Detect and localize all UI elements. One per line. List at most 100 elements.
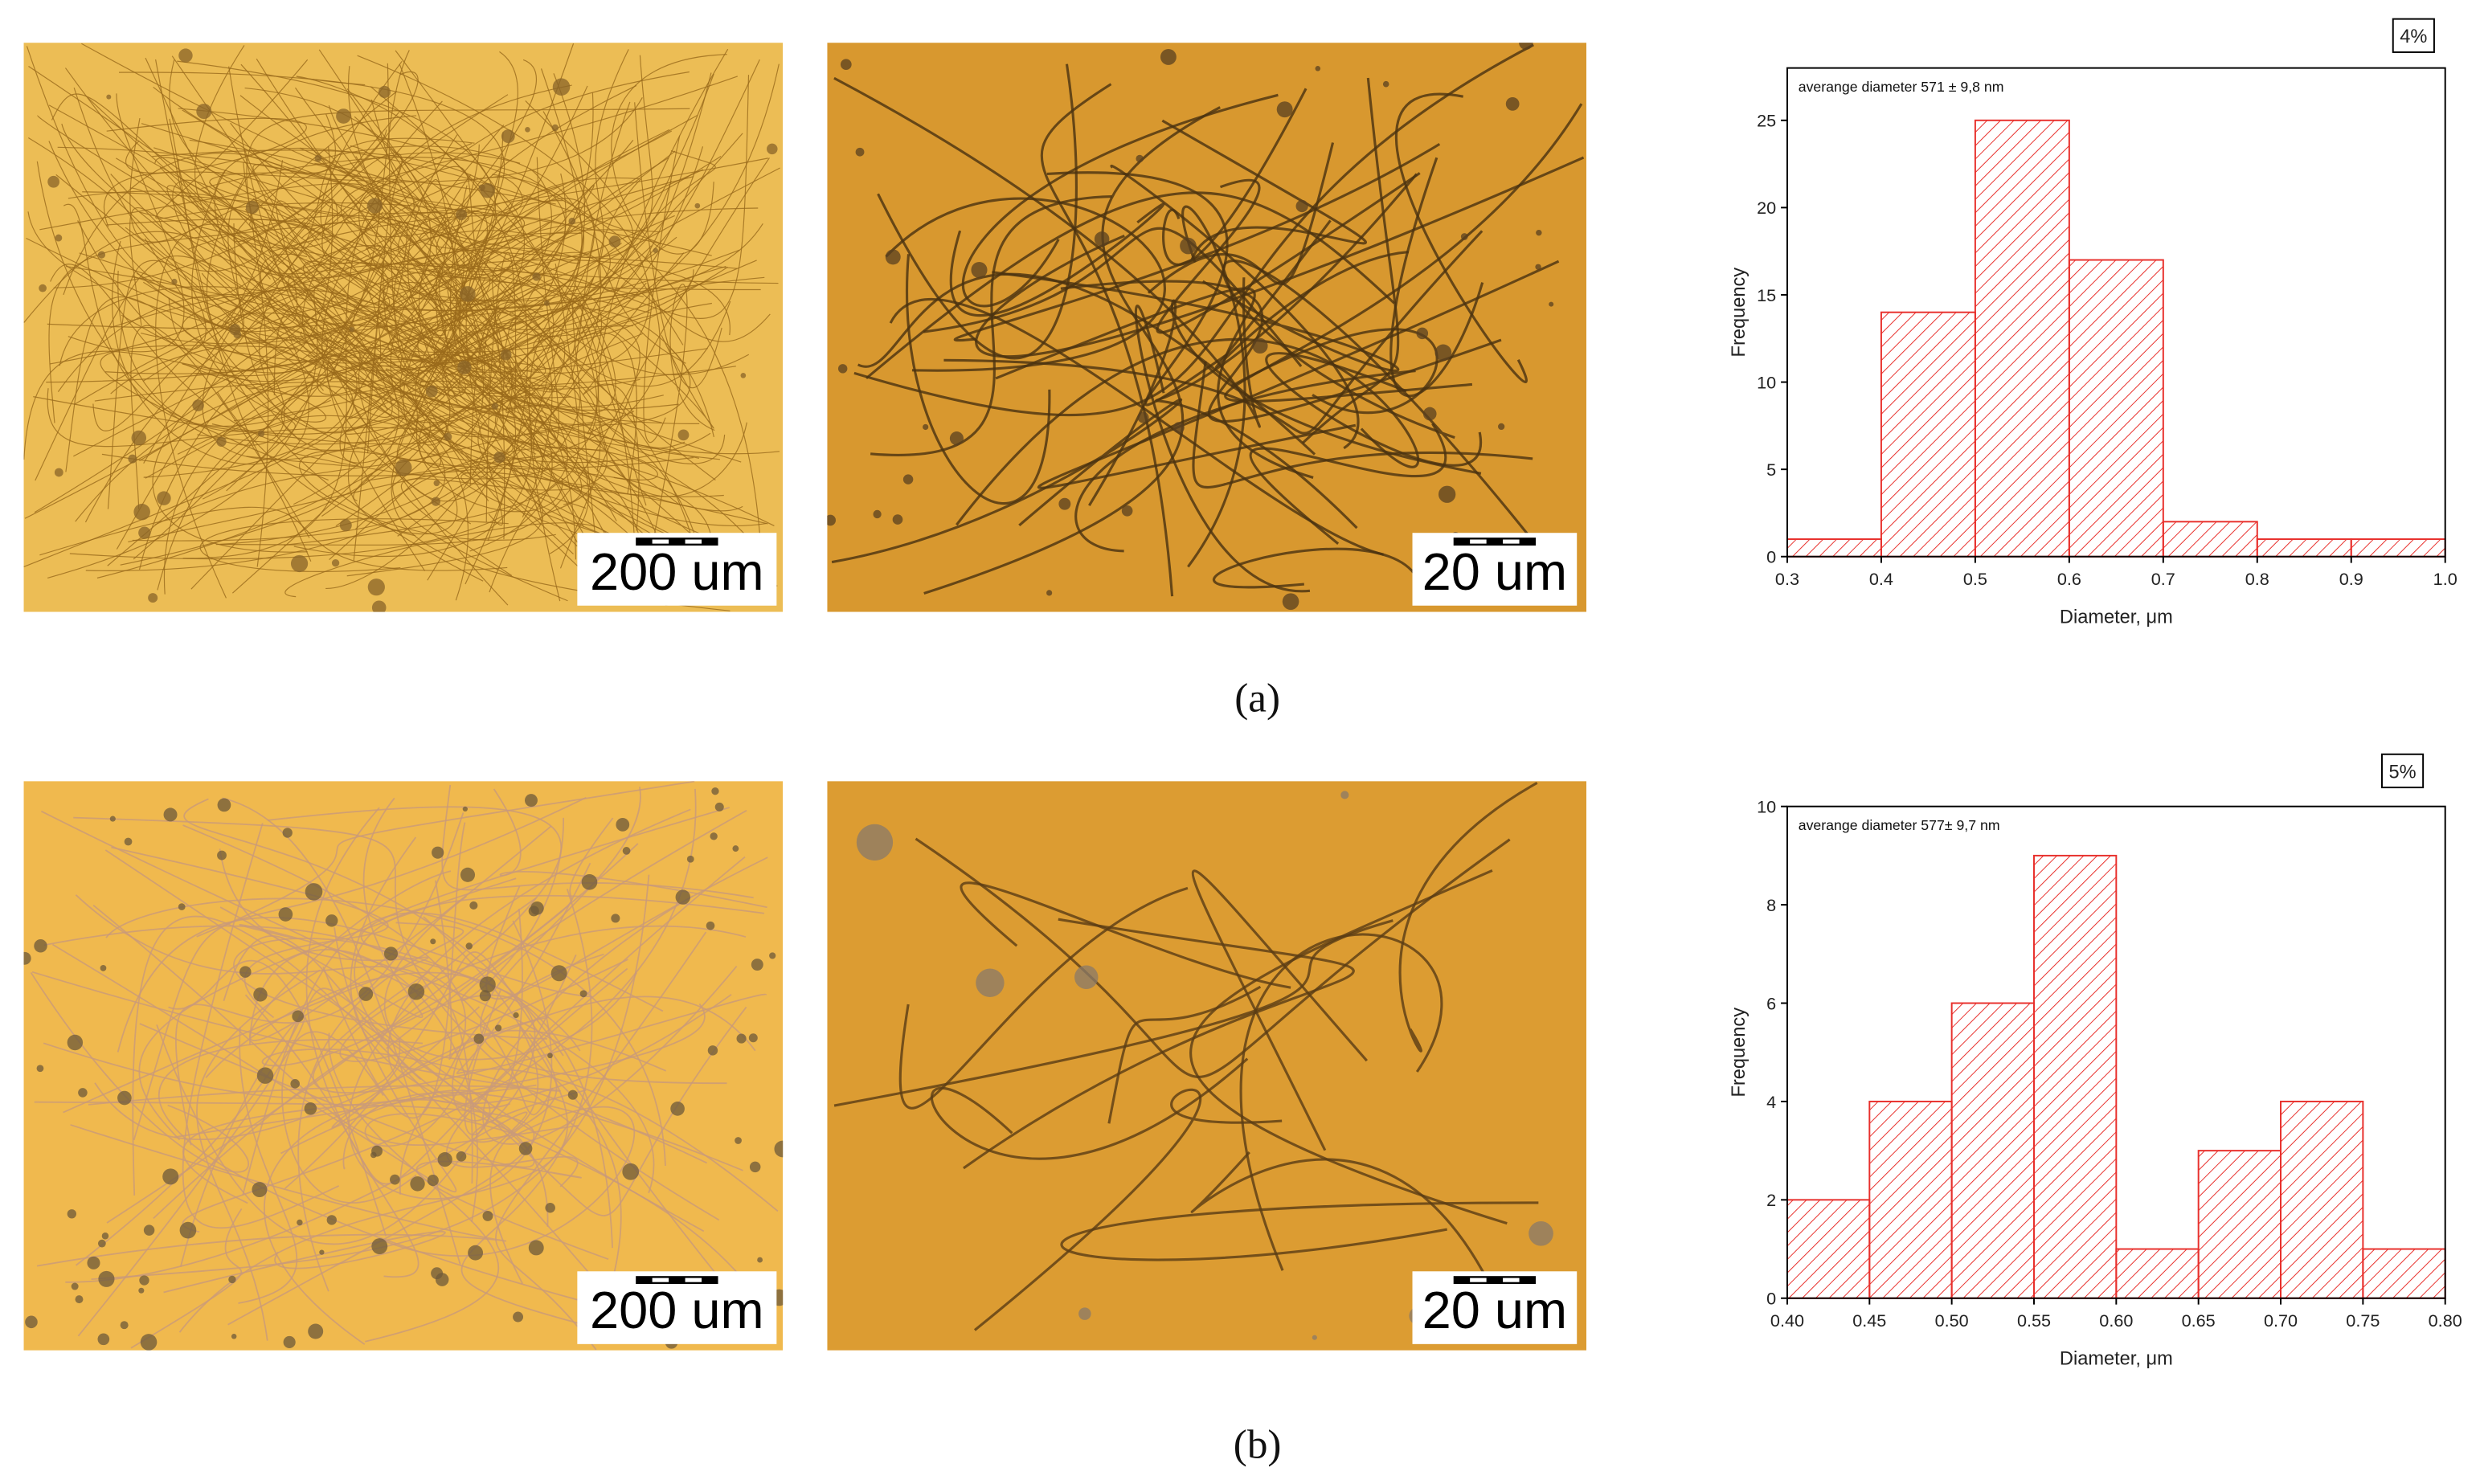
fiber xyxy=(1389,157,1484,398)
bead xyxy=(1529,1220,1553,1246)
bead xyxy=(109,816,116,822)
tag-box xyxy=(2380,753,2425,789)
fiber xyxy=(1192,361,1533,489)
bead xyxy=(735,1137,742,1144)
fiber xyxy=(94,995,756,1140)
fiber xyxy=(1181,205,1246,568)
bead xyxy=(469,901,478,910)
bead xyxy=(757,1257,763,1263)
bead xyxy=(304,1102,317,1115)
fiber xyxy=(133,221,401,560)
y-tick-label: 6 xyxy=(1766,993,1776,1013)
micrograph-background xyxy=(23,781,784,1351)
bead xyxy=(196,104,212,120)
fiber xyxy=(75,894,473,1184)
fiber xyxy=(63,203,331,427)
bead xyxy=(140,1334,158,1351)
bead xyxy=(1536,229,1542,236)
y-axis-label: Frequency xyxy=(1729,1008,1750,1098)
bead xyxy=(371,1238,388,1255)
fiber xyxy=(1060,280,1502,423)
bead xyxy=(47,175,60,188)
fiber xyxy=(943,230,1483,435)
tag-box xyxy=(2392,18,2435,53)
fiber xyxy=(1398,782,1538,1053)
bead xyxy=(1282,593,1299,610)
x-tick-label: 0.4 xyxy=(1869,569,1893,589)
scale-bar-label: 20 um xyxy=(1422,542,1567,601)
y-tick-label: 8 xyxy=(1766,895,1776,915)
bead xyxy=(456,209,468,221)
bead xyxy=(611,914,620,923)
bead xyxy=(282,828,293,838)
fiber xyxy=(168,959,387,1237)
fiber xyxy=(49,137,475,365)
fiber xyxy=(104,849,535,1168)
fiber xyxy=(177,176,315,455)
bead xyxy=(1434,344,1452,362)
x-tick-label: 0.70 xyxy=(2264,1310,2298,1331)
fiber xyxy=(116,304,607,550)
bead xyxy=(425,385,438,398)
fiber xyxy=(196,969,321,1341)
fiber xyxy=(350,397,713,582)
fiber xyxy=(187,84,637,268)
fiber xyxy=(65,265,544,560)
annotation: averange diameter 571 ± 9,8 nm xyxy=(1799,79,2004,95)
fiber xyxy=(96,198,595,578)
fiber xyxy=(227,71,690,329)
bead xyxy=(1460,233,1468,240)
fiber xyxy=(250,245,728,337)
bead xyxy=(1422,407,1437,421)
fiber xyxy=(423,916,587,1143)
y-tick-label: 25 xyxy=(1757,111,1776,131)
fiber xyxy=(216,336,458,535)
bead xyxy=(305,883,323,901)
fiber xyxy=(391,132,730,611)
histogram-bar xyxy=(2068,259,2164,558)
bead xyxy=(1382,80,1389,88)
bead xyxy=(39,284,47,292)
bead xyxy=(55,234,63,242)
histogram-bar xyxy=(2197,1150,2282,1299)
bead xyxy=(217,850,227,861)
bead xyxy=(873,509,882,519)
bead xyxy=(178,48,193,63)
fiber xyxy=(158,1039,688,1329)
scale-bar xyxy=(1453,538,1537,546)
scale-bar xyxy=(636,538,718,546)
histogram-bar xyxy=(2350,538,2446,558)
bead xyxy=(827,514,836,526)
fiber xyxy=(154,219,485,525)
fiber xyxy=(335,392,536,527)
x-tick-label: 0.65 xyxy=(2182,1310,2216,1331)
fiber xyxy=(182,823,340,1229)
fiber xyxy=(28,137,207,350)
fiber xyxy=(302,260,522,483)
bead xyxy=(501,129,515,143)
bead xyxy=(550,965,567,982)
fiber xyxy=(188,215,685,449)
histogram-bar xyxy=(1786,1199,1871,1299)
fiber xyxy=(84,198,350,523)
bead xyxy=(545,1202,555,1213)
x-tick-label: 0.75 xyxy=(2346,1310,2380,1331)
fiber xyxy=(452,908,604,1122)
fiber xyxy=(23,162,354,568)
bead xyxy=(686,855,694,863)
x-tick-label: 0.60 xyxy=(2099,1310,2133,1331)
y-tick-label: 10 xyxy=(1757,372,1776,392)
fiber xyxy=(106,806,563,1224)
bead xyxy=(383,946,399,961)
bead xyxy=(23,951,31,965)
fiber xyxy=(28,66,559,446)
fiber xyxy=(833,76,1261,428)
bead xyxy=(462,806,468,812)
bead xyxy=(1180,237,1197,255)
bead xyxy=(292,1010,304,1023)
bead xyxy=(290,554,309,573)
bead xyxy=(710,832,718,840)
fiber xyxy=(143,115,417,332)
bead xyxy=(837,364,848,374)
scale-bar-dash xyxy=(1503,539,1520,544)
